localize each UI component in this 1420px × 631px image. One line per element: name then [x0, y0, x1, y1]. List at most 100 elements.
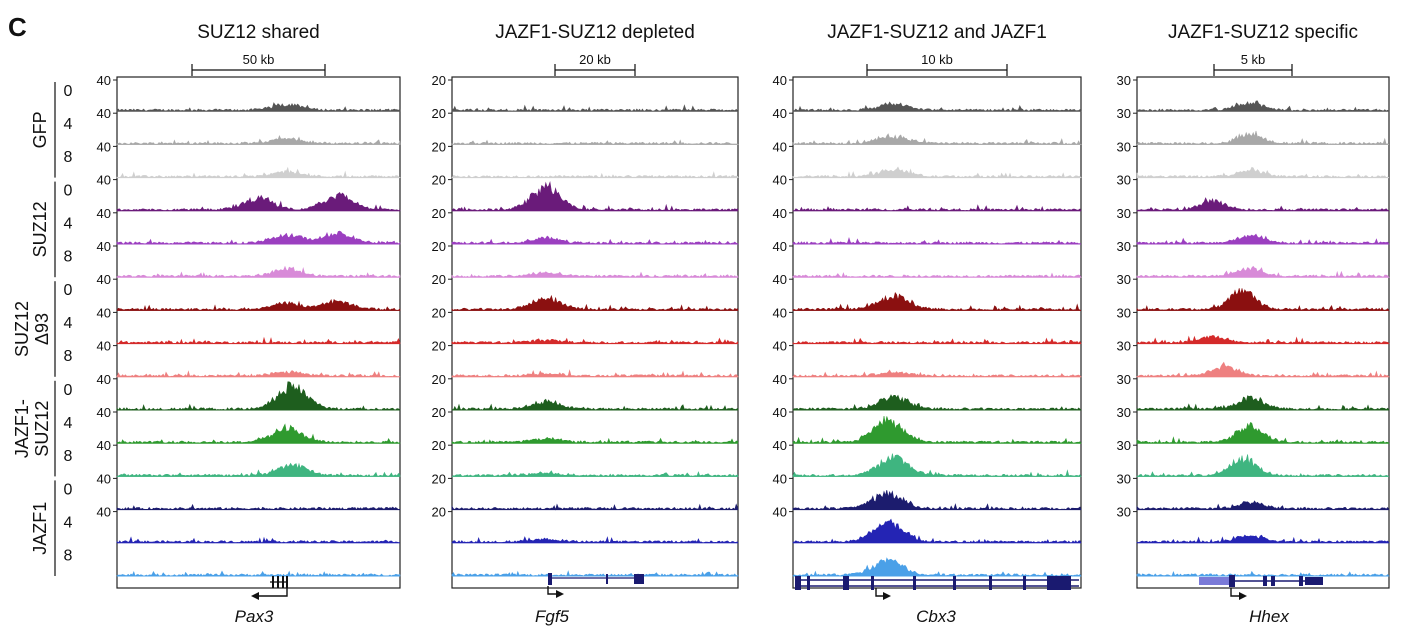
signal-track: 20	[432, 272, 739, 311]
track-ymax-label: 20	[432, 139, 446, 154]
track-ymax-label: 40	[97, 471, 111, 486]
row-group-label: 0 4 8 SUZ12	[30, 181, 73, 278]
track-ymax-label: 40	[97, 505, 111, 520]
track-ymax-label: 40	[773, 438, 787, 453]
signal-track: 20	[432, 73, 739, 112]
track-ymax-label: 30	[1117, 239, 1131, 254]
scale-bar-label: 20 kb	[579, 52, 611, 67]
signal-track: 30	[1117, 405, 1391, 444]
signal-track: 30	[1117, 339, 1390, 378]
signal-track: 30	[1117, 471, 1390, 511]
signal-track: 20	[432, 239, 739, 278]
signal-track: 20	[432, 471, 739, 511]
signal-track: 40	[773, 106, 1082, 145]
track-ymax-label: 40	[773, 305, 787, 320]
signal-track: 40	[773, 206, 1082, 245]
signal-track: 40	[773, 471, 1082, 511]
track-ymax-label: 30	[1117, 206, 1131, 221]
signal-track: 40	[773, 372, 1082, 411]
track-ymax-label: 30	[1117, 505, 1131, 520]
signal-track: 40	[773, 73, 1082, 112]
signal-track: 30	[1117, 206, 1390, 245]
signal-track: 20	[432, 206, 739, 245]
track-ymax-label: 40	[773, 106, 787, 121]
signal-track: 40	[97, 339, 401, 378]
signal-track: 40	[97, 438, 401, 477]
row-group-label: 0 4 8 JAZF1- SUZ12	[12, 380, 73, 477]
track-ymax-label: 40	[773, 405, 787, 420]
signal-track: 40	[97, 305, 401, 345]
track-ymax-label: 40	[773, 339, 787, 354]
track-ymax-label: 20	[432, 73, 446, 88]
signal-track: 40	[773, 139, 1082, 179]
timepoint-label: 0	[64, 83, 73, 100]
track-ymax-label: 40	[773, 505, 787, 520]
track-ymax-label: 30	[1117, 73, 1131, 88]
track-ymax-label: 30	[1117, 471, 1131, 486]
signal-track: 30	[1117, 139, 1390, 179]
signal-track: 20	[432, 139, 739, 179]
track-ymax-label: 40	[773, 272, 787, 287]
signal-track: 40	[773, 505, 1082, 544]
group-name: SUZ12	[30, 201, 50, 257]
track-ymax-label: 40	[97, 405, 111, 420]
signal-track	[1136, 570, 1390, 577]
gene-name: Fgf5	[535, 607, 570, 626]
track-ymax-label: 40	[97, 372, 111, 387]
track-ymax-label: 40	[97, 106, 111, 121]
track-ymax-label: 40	[97, 173, 111, 188]
panel-letter: C	[8, 12, 27, 42]
track-ymax-label: 40	[97, 305, 111, 320]
signal-track: 40	[97, 73, 401, 112]
signal-track: 20	[432, 505, 739, 544]
signal-track: 40	[97, 272, 401, 312]
timepoint-label: 0	[64, 282, 73, 299]
signal-track: 30	[1117, 106, 1390, 145]
track-frame	[451, 76, 739, 589]
signal-track: 40	[773, 272, 1082, 311]
track-ymax-label: 30	[1117, 139, 1131, 154]
timepoint-label: 4	[64, 415, 73, 432]
track-panel: SUZ12 shared 50 kb 40 40 40 40 40 40 40 40 40 40 40 4…	[97, 22, 401, 626]
signal-track: 40	[773, 339, 1082, 378]
track-ymax-label: 20	[432, 239, 446, 254]
signal-track: 30	[1117, 438, 1390, 477]
timepoint-label: 8	[64, 547, 73, 564]
gene-name: Hhex	[1249, 607, 1289, 626]
signal-track: 30	[1117, 305, 1390, 345]
track-ymax-label: 40	[97, 438, 111, 453]
track-ymax-label: 20	[432, 305, 446, 320]
track-ymax-label: 30	[1117, 372, 1131, 387]
group-name: JAZF1	[30, 502, 50, 555]
signal-track: 30	[1117, 272, 1390, 311]
signal-track: 20	[432, 372, 739, 411]
timepoint-label: 4	[64, 116, 73, 133]
group-name: GFP	[30, 111, 50, 148]
signal-track: 20	[432, 339, 739, 378]
group-name: JAZF1-	[12, 399, 32, 458]
group-name: SUZ12	[32, 401, 52, 457]
track-panel: JAZF1-SUZ12 and JAZF1 10 kb 40 40 40 40 40 40 40…	[773, 22, 1082, 626]
group-name: Δ93	[32, 313, 52, 345]
track-ymax-label: 20	[432, 471, 446, 486]
signal-track: 20	[432, 305, 739, 345]
signal-track: 40	[97, 106, 401, 145]
track-ymax-label: 30	[1117, 405, 1131, 420]
track-ymax-label: 20	[432, 339, 446, 354]
row-group-label: 0 4 8 JAZF1	[30, 480, 73, 576]
row-group-label: 0 4 8 GFP	[30, 82, 73, 178]
timepoint-label: 8	[64, 348, 73, 365]
signal-track	[451, 570, 739, 577]
signal-track: 20	[432, 173, 739, 212]
track-ymax-label: 20	[432, 505, 446, 520]
timepoint-label: 4	[64, 216, 73, 233]
track-frame	[116, 76, 401, 589]
timepoint-label: 0	[64, 183, 73, 200]
track-ymax-label: 20	[432, 372, 446, 387]
track-ymax-label: 40	[97, 239, 111, 254]
timepoint-label: 4	[64, 514, 73, 531]
timepoint-label: 8	[64, 149, 73, 166]
track-ymax-label: 30	[1117, 305, 1131, 320]
